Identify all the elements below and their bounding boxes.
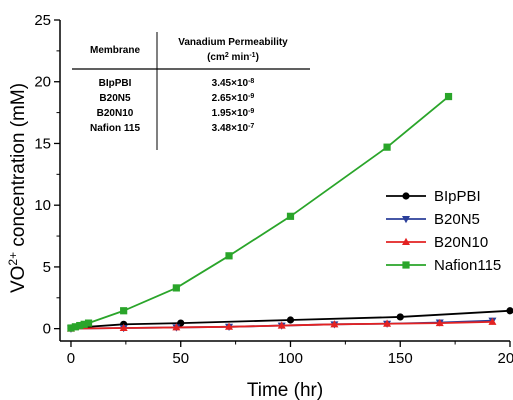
data-point-nafion115 bbox=[84, 319, 93, 327]
data-point-nafion115 bbox=[80, 320, 88, 328]
y-tick-label: 0 bbox=[43, 321, 51, 338]
y-tick-label: 20 bbox=[34, 74, 51, 91]
table-cell-membrane: BIpPBI bbox=[99, 78, 132, 89]
series-layer bbox=[66, 92, 513, 333]
table-cell-membrane: B20N10 bbox=[97, 108, 134, 119]
legend-item-b20n5: B20N5 bbox=[386, 211, 480, 228]
data-point-b20n10 bbox=[119, 323, 128, 332]
data-point-nafion115 bbox=[286, 212, 295, 220]
y-tick-label: 25 bbox=[34, 12, 51, 29]
data-point-b20n10 bbox=[225, 322, 234, 330]
data-point-nafion115 bbox=[225, 252, 233, 260]
series-b20n10 bbox=[66, 317, 497, 332]
table-cell-permeability: 3.48×10-7 bbox=[212, 123, 255, 135]
data-point-nafion115 bbox=[444, 92, 453, 101]
legend-label: B20N10 bbox=[434, 234, 488, 251]
data-point-nafion115 bbox=[71, 323, 79, 331]
table-cell-permeability: 1.95×10-9 bbox=[212, 108, 255, 120]
data-point-nafion115 bbox=[67, 324, 75, 332]
legend-item-bippbi: BIpPBI bbox=[386, 188, 481, 205]
y-tick-label: 15 bbox=[34, 135, 51, 152]
data-point-b20n10 bbox=[488, 317, 497, 325]
legend-marker bbox=[402, 237, 410, 245]
data-point-b20n10 bbox=[172, 323, 181, 331]
data-point-b20n10 bbox=[383, 319, 392, 327]
data-point-nafion115 bbox=[76, 321, 84, 330]
table-header-unit: (cm2 min-1) bbox=[207, 52, 259, 64]
data-point-b20n10 bbox=[330, 320, 339, 328]
table-cell-permeability: 3.45×10-8 bbox=[212, 78, 255, 90]
x-axis-label: Time (hr) bbox=[247, 380, 323, 400]
data-point-b20n10 bbox=[277, 321, 286, 329]
data-point-bippbi bbox=[506, 307, 513, 315]
legend-marker bbox=[402, 261, 410, 269]
series-nafion115 bbox=[67, 92, 453, 332]
table-cell-membrane: B20N5 bbox=[99, 93, 131, 104]
table-cell-permeability: 2.65×10-9 bbox=[212, 93, 255, 105]
table-header-membrane: Membrane bbox=[90, 45, 140, 56]
data-point-b20n10 bbox=[435, 318, 444, 327]
data-point-bippbi bbox=[396, 313, 404, 321]
data-point-bippbi bbox=[286, 316, 295, 324]
series-line-bippbi bbox=[70, 309, 511, 329]
legend-item-b20n10: B20N10 bbox=[386, 234, 488, 251]
legend-marker bbox=[402, 216, 410, 224]
y-axis-label: VO2+ concentration (mM) bbox=[6, 83, 29, 293]
legend-label: Nafion115 bbox=[434, 257, 501, 274]
legend-marker bbox=[402, 192, 410, 200]
data-point-nafion115 bbox=[383, 143, 391, 151]
data-point-nafion115 bbox=[172, 284, 180, 292]
y-tick-label: 5 bbox=[43, 259, 51, 276]
legend-label: BIpPBI bbox=[434, 188, 481, 205]
permeability-table: Membrane Vanadium Permeability (cm2 min-… bbox=[72, 32, 310, 150]
x-tick-label: 50 bbox=[172, 350, 189, 367]
table-header-permeability: Vanadium Permeability bbox=[178, 37, 288, 48]
x-tick-label: 200 bbox=[497, 350, 513, 367]
legend: BIpPBI B20N5 B20N10 Nafion115 bbox=[386, 188, 501, 274]
y-tick-label: 10 bbox=[34, 197, 51, 214]
x-tick-label: 0 bbox=[67, 350, 75, 367]
table-cell-membrane: Nafion 115 bbox=[90, 123, 140, 134]
x-tick-label: 150 bbox=[388, 350, 413, 367]
axes-layer: 0 50 100 150 200 0 5 10 15 20 25 bbox=[34, 12, 513, 367]
legend-item-nafion115: Nafion115 bbox=[386, 257, 501, 274]
legend-label: B20N5 bbox=[434, 211, 480, 228]
data-point-nafion115 bbox=[120, 307, 128, 315]
x-tick-label: 100 bbox=[278, 350, 303, 367]
